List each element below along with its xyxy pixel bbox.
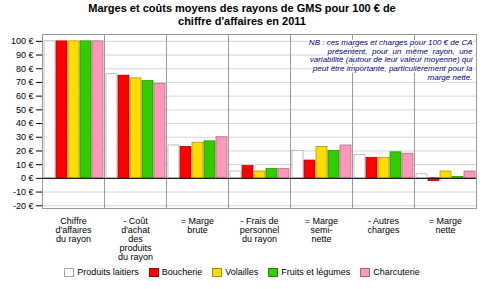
svg-text:= Margenette: = Margenette xyxy=(429,216,462,235)
svg-text:-10 €: -10 € xyxy=(13,187,34,197)
svg-text:100 €: 100 € xyxy=(11,37,34,47)
html-text:Fruits et légumes: Fruits et légumes xyxy=(281,267,351,278)
svg-text:- Coûtd'achatdesproduitsdu ray: - Coûtd'achatdesproduitsdu rayon xyxy=(118,216,153,262)
html-text:Marges et coûts moyens des ray: Marges et coûts moyens des rayons de GMS… xyxy=(88,2,396,28)
html-text:Charcuterie: Charcuterie xyxy=(373,267,420,278)
svg-text:70 €: 70 € xyxy=(16,78,34,88)
svg-text:Chiffred'affairesdu rayon: Chiffred'affairesdu rayon xyxy=(55,216,92,244)
svg-text:20 €: 20 € xyxy=(16,146,34,156)
svg-text:40 €: 40 € xyxy=(16,119,34,129)
svg-text:50 €: 50 € xyxy=(16,105,34,115)
html-text:Boucherie: Boucherie xyxy=(161,267,203,278)
svg-text:= Margesemi-nette: = Margesemi-nette xyxy=(305,216,338,244)
svg-text:- Autrescharges: - Autrescharges xyxy=(367,216,400,235)
html-text:Volailles: Volailles xyxy=(225,267,259,278)
svg-text:- Frais depersonneldu rayon: - Frais depersonneldu rayon xyxy=(240,216,280,244)
svg-text:60 €: 60 € xyxy=(16,91,34,101)
svg-text:30 €: 30 € xyxy=(16,133,34,143)
svg-text:= Margebrute: = Margebrute xyxy=(181,216,214,235)
html-text:Produits laitiers: Produits laitiers xyxy=(77,267,139,278)
svg-text:10 €: 10 € xyxy=(16,160,34,170)
svg-text:0 €: 0 € xyxy=(21,174,34,184)
svg-text:80 €: 80 € xyxy=(16,64,34,74)
svg-text:NB : ces marges et charges pou: NB : ces marges et charges pour 100 € de… xyxy=(309,38,473,82)
svg-text:90 €: 90 € xyxy=(16,50,34,60)
svg-text:-20 €: -20 € xyxy=(13,201,34,211)
